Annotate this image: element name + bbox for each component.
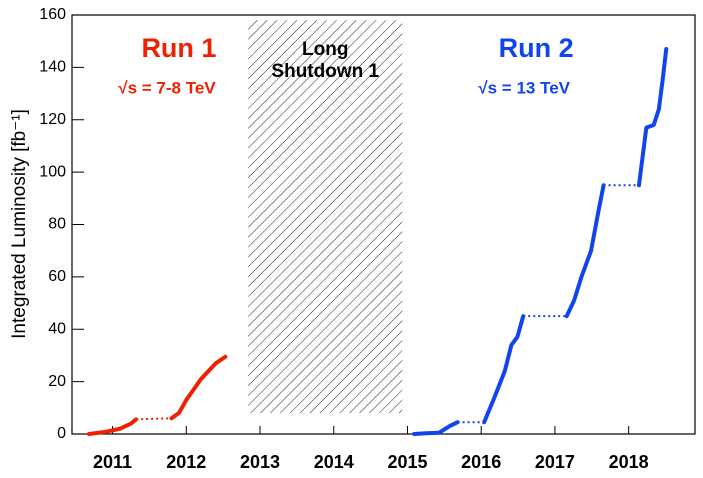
y-tick-label: 60	[48, 268, 66, 285]
x-tick-label: 2014	[314, 452, 354, 472]
y-tick-label: 120	[39, 111, 66, 128]
run-label: Run 1	[141, 33, 216, 63]
data-line	[482, 314, 526, 425]
y-tick-label: 100	[39, 163, 66, 180]
x-tick-label: 2018	[609, 452, 649, 472]
region-label: Shutdown 1	[271, 61, 379, 82]
data-line	[564, 183, 606, 319]
run-label: Run 2	[499, 33, 574, 63]
x-tick-label: 2016	[461, 452, 501, 472]
y-tick-label: 80	[48, 216, 66, 233]
data-line	[636, 47, 669, 188]
data-line	[169, 354, 228, 421]
x-tick-label: 2013	[240, 452, 280, 472]
y-tick-label: 0	[57, 425, 66, 442]
y-axis-label: Integrated Luminosity [fb⁻¹]	[9, 109, 30, 339]
y-tick-label: 140	[39, 59, 66, 76]
region-label: Long	[302, 39, 348, 60]
shutdown-region	[248, 20, 403, 414]
y-tick-label: 20	[48, 373, 66, 390]
x-tick-label: 2017	[535, 452, 575, 472]
x-tick-label: 2011	[93, 452, 132, 472]
x-tick-label: 2015	[387, 452, 427, 472]
gap-line	[136, 417, 172, 421]
data-line	[412, 420, 460, 436]
energy-label: √s = 7-8 TeV	[118, 78, 216, 97]
energy-label: √s = 13 TeV	[478, 78, 570, 97]
data-line	[86, 417, 139, 436]
x-tick-label: 2012	[166, 452, 206, 472]
y-tick-label: 160	[39, 6, 66, 23]
y-tick-label: 40	[48, 320, 66, 337]
